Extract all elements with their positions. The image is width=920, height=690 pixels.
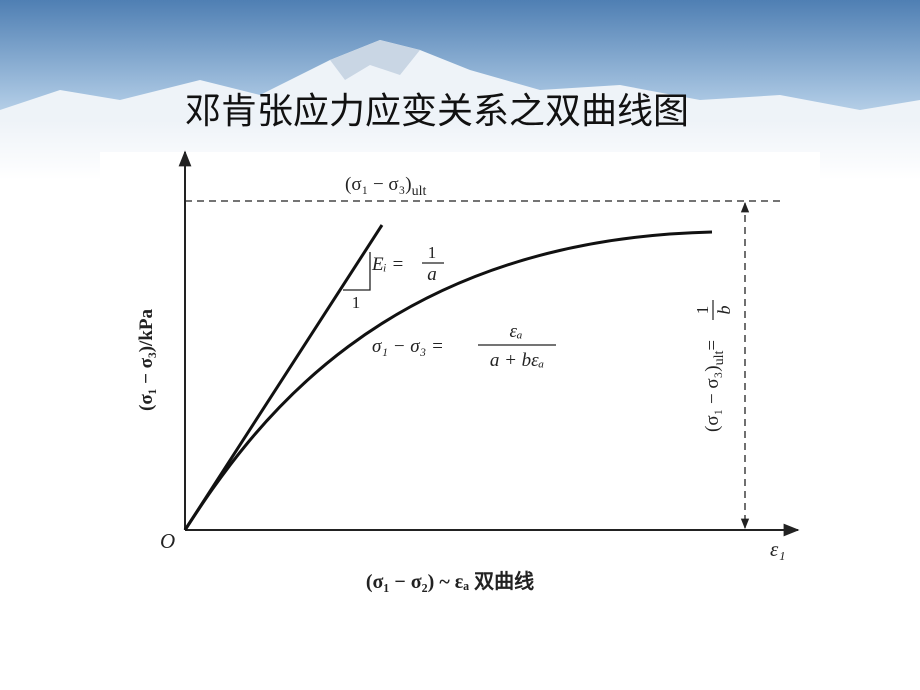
curve-denominator: a + bεₐ	[490, 350, 544, 371]
tangent-lhs: Eᵢ =	[371, 254, 404, 275]
triangle-label: 1	[352, 293, 361, 312]
right-label-main: (σ₁ − σ₃)	[702, 365, 723, 432]
slide-title: 邓肯张应力应变关系之双曲线图	[185, 91, 689, 132]
right-denominator: b	[714, 306, 734, 315]
curve-numerator: εₐ	[509, 321, 522, 342]
right-label: (σ₁ − σ₃)ult= 1 b	[693, 300, 734, 432]
asymptote-label-text: (σ₁ − σ₃)	[345, 174, 412, 195]
x-axis-label: ε₁	[770, 537, 786, 561]
origin-label: O	[160, 529, 175, 553]
curve-lhs: σ₁ − σ₃ =	[372, 336, 444, 357]
right-label-sub: ult	[712, 351, 727, 366]
y-axis-label: (σ₁ − σ₃)/kPa	[136, 309, 157, 411]
asymptote-label: (σ₁ − σ₃)ult	[345, 174, 426, 199]
caption: (σ₁ − σ₂) ~ εₐ 双曲线	[366, 569, 534, 593]
mountain-shade	[330, 40, 420, 80]
tangent-line	[183, 224, 384, 531]
tangent-numerator: 1	[428, 243, 437, 262]
asymptote-label-sub: ult	[412, 184, 427, 199]
slope-triangle	[343, 252, 371, 291]
right-label-eq: =	[702, 340, 723, 351]
tangent-denominator: a	[427, 264, 437, 285]
right-label-text: (σ₁ − σ₃)ult=	[702, 340, 727, 432]
right-numerator: 1	[693, 306, 712, 315]
diagram-panel	[100, 152, 820, 622]
hyperbola-curve	[183, 230, 713, 531]
